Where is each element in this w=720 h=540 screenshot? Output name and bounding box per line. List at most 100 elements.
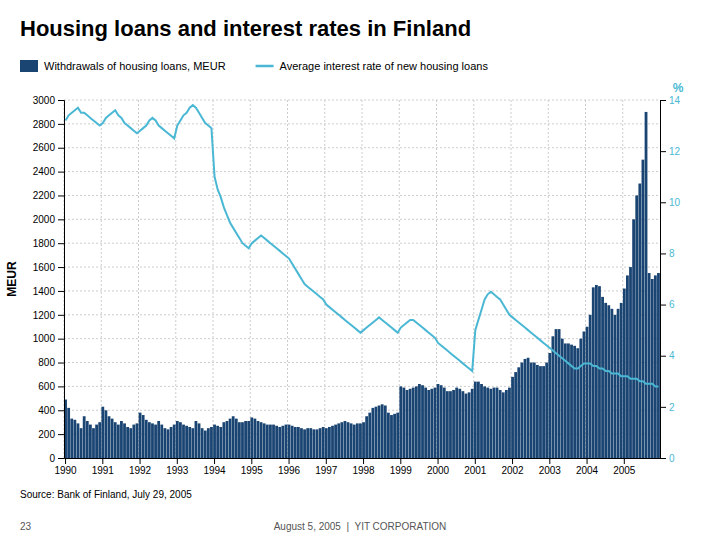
bar: [412, 388, 415, 458]
bar: [285, 425, 288, 458]
bar: [548, 353, 551, 458]
bar: [378, 405, 381, 458]
tick-mark: [58, 315, 64, 316]
bar: [145, 420, 148, 458]
bar: [465, 394, 468, 458]
bar: [375, 407, 378, 458]
tick-label: 1998: [352, 465, 375, 476]
tick-mark: [251, 458, 252, 464]
bar: [520, 363, 523, 458]
bar: [210, 427, 213, 458]
bar: [505, 390, 508, 458]
bar: [607, 305, 610, 458]
tick: 1999: [390, 458, 413, 476]
bar: [449, 391, 452, 458]
legend-item: Average interest rate of new housing loa…: [256, 60, 489, 72]
bar: [67, 408, 70, 458]
tick: 12: [660, 146, 681, 157]
tick: 2400: [33, 166, 64, 177]
tick-label: 1990: [54, 465, 77, 476]
bar: [570, 345, 573, 458]
tick-mark: [660, 356, 666, 357]
chart-title: Housing loans and interest rates in Finl…: [20, 16, 471, 41]
tick-label: 800: [38, 357, 55, 368]
tick: 2800: [33, 119, 64, 130]
tick-label: 1400: [33, 286, 56, 297]
bar: [446, 391, 449, 458]
tick: 8: [660, 248, 675, 259]
bar: [207, 428, 210, 458]
bar: [136, 423, 139, 458]
bar: [254, 419, 257, 458]
bar: [359, 423, 362, 458]
tick-mark: [58, 339, 64, 340]
tick-label: 3000: [33, 95, 56, 106]
bar: [437, 384, 440, 458]
bar: [126, 427, 129, 458]
bar: [424, 388, 427, 458]
tick-mark: [289, 458, 290, 464]
bar: [117, 425, 120, 458]
bar: [272, 425, 275, 458]
tick: 600: [38, 381, 64, 392]
bar: [148, 422, 151, 458]
bar: [229, 419, 232, 458]
tick-label: 0: [669, 453, 675, 464]
bar: [468, 392, 471, 458]
bar: [511, 377, 514, 458]
tick: 1991: [92, 458, 115, 476]
tick-label: 1992: [129, 465, 152, 476]
bar: [604, 303, 607, 458]
tick-mark: [58, 172, 64, 173]
bar: [73, 420, 76, 458]
bar: [278, 427, 281, 458]
bar: [530, 363, 533, 458]
bar: [129, 428, 132, 458]
tick-mark: [58, 410, 64, 411]
axis-line: [65, 458, 661, 459]
bar: [635, 195, 638, 458]
bar: [269, 425, 272, 458]
bar: [443, 388, 446, 458]
tick-label: 1995: [241, 465, 264, 476]
bar: [589, 315, 592, 458]
bar: [403, 388, 406, 458]
bar: [316, 429, 319, 458]
bar: [266, 425, 269, 458]
bar: [83, 416, 86, 458]
bar: [586, 327, 589, 458]
bar: [70, 419, 73, 458]
bar-series: [64, 112, 660, 458]
tick-label: 10: [669, 197, 681, 208]
bar: [657, 273, 660, 458]
grid-line: [64, 171, 660, 172]
bar: [555, 329, 558, 458]
tick-label: 0: [49, 453, 55, 464]
tick-mark: [587, 458, 588, 464]
tick-label: 2005: [613, 465, 636, 476]
bar: [418, 384, 421, 458]
bar: [471, 389, 474, 458]
bar: [421, 385, 424, 458]
tick: 1994: [203, 458, 226, 476]
bar: [300, 428, 303, 458]
tick-mark: [58, 291, 64, 292]
bar: [241, 422, 244, 458]
bar: [406, 390, 409, 458]
tick-mark: [400, 458, 401, 464]
bar: [552, 336, 555, 458]
tick-label: 1200: [33, 310, 56, 321]
bar: [440, 385, 443, 458]
tick: 4: [660, 350, 675, 361]
bar: [303, 429, 306, 458]
tick-mark: [660, 100, 666, 101]
bar: [344, 421, 347, 458]
bar: [77, 423, 80, 458]
bar: [474, 382, 477, 458]
tick: 14: [660, 95, 681, 106]
bar: [642, 160, 645, 458]
bar: [173, 425, 176, 458]
tick: 2004: [576, 458, 599, 476]
bar: [337, 423, 340, 458]
tick: 2200: [33, 190, 64, 201]
